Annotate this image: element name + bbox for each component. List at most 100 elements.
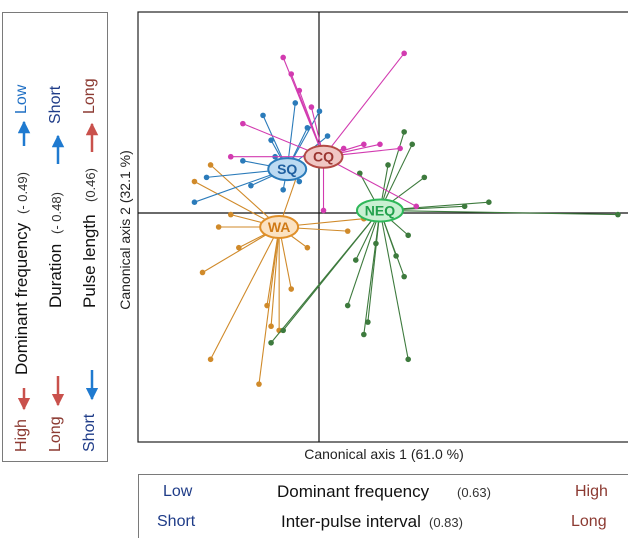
bottom-row1-name: Dominant frequency bbox=[277, 482, 430, 501]
wa-point-1 bbox=[191, 178, 198, 185]
neq-point-14 bbox=[361, 331, 367, 338]
left-row3-high-label: Long bbox=[81, 78, 98, 114]
wa-point-4 bbox=[236, 244, 242, 251]
cq-spoke-11 bbox=[323, 156, 417, 207]
left-row2-low-label: Long bbox=[47, 416, 64, 452]
left-row1-low-label: High bbox=[13, 419, 30, 452]
left-row2-high-arrow bbox=[51, 134, 65, 164]
neq-point-16 bbox=[280, 327, 286, 334]
cq-point-7 bbox=[240, 120, 246, 127]
cq-point-3 bbox=[296, 87, 303, 94]
series-neq bbox=[268, 129, 621, 363]
neq-point-18 bbox=[357, 170, 363, 177]
left-row3-high-arrow bbox=[85, 122, 99, 152]
bottom-row2-left-label: Short bbox=[157, 513, 196, 530]
left-legend: High Dominant frequency (- 0.49) Low Lon… bbox=[2, 12, 108, 462]
wa-point-5 bbox=[199, 269, 206, 276]
sq-point-2 bbox=[304, 124, 311, 131]
neq-point-11 bbox=[352, 257, 359, 263]
neq-point-3 bbox=[615, 211, 621, 218]
neq-centroid-label: NEQ bbox=[365, 202, 395, 218]
sq-centroid-label: SQ bbox=[277, 161, 297, 177]
sq-point-5 bbox=[240, 158, 246, 164]
wa-point-3 bbox=[215, 224, 222, 230]
cq-point-5 bbox=[397, 145, 403, 152]
x-axis-label: Canonical axis 1 (61.0 %) bbox=[304, 446, 464, 462]
centroid-layer: WA NEQ SQ CQ bbox=[259, 144, 404, 239]
wa-point-13 bbox=[344, 228, 351, 234]
wa-point-10 bbox=[264, 302, 270, 309]
series-wa bbox=[191, 162, 367, 387]
neq-spoke-0 bbox=[379, 131, 405, 211]
left-row2-low-arrow bbox=[51, 376, 65, 407]
sq-point-11 bbox=[324, 133, 331, 139]
cq-point-2 bbox=[401, 50, 407, 57]
neq-point-7 bbox=[405, 232, 411, 239]
wa-point-12 bbox=[304, 244, 311, 251]
cq-point-8 bbox=[227, 153, 234, 160]
wa-point-2 bbox=[227, 211, 234, 218]
cq-point-1 bbox=[288, 71, 295, 77]
sq-point-4 bbox=[268, 137, 274, 143]
wa-spoke-10 bbox=[266, 226, 280, 306]
bottom-row1-coef: (0.63) bbox=[457, 485, 491, 500]
left-row1-high-arrow bbox=[17, 120, 31, 146]
neq-point-2 bbox=[461, 203, 468, 210]
sq-point-3 bbox=[316, 108, 323, 115]
bottom-row2-coef: (0.83) bbox=[429, 515, 463, 530]
wa-spoke-6 bbox=[210, 226, 280, 360]
sq-point-1 bbox=[260, 112, 266, 119]
plot-frame bbox=[137, 11, 628, 443]
neq-point-6 bbox=[385, 162, 391, 168]
neq-point-0 bbox=[401, 129, 407, 135]
left-row1-name: Dominant frequency bbox=[12, 222, 31, 375]
cq-point-12 bbox=[340, 145, 347, 152]
sq-centroid bbox=[267, 157, 308, 182]
wa-point-6 bbox=[207, 356, 214, 363]
neq-spoke-12 bbox=[347, 210, 381, 306]
wa-centroid-label: WA bbox=[268, 219, 291, 235]
y-axis-label: Canonical axis 2 (32.1 %) bbox=[117, 150, 133, 310]
neq-point-9 bbox=[401, 273, 407, 280]
left-row1-high-label: Low bbox=[13, 84, 30, 114]
bottom-row1-left-label: Low bbox=[163, 483, 193, 500]
wa-point-8 bbox=[268, 323, 274, 330]
left-row3-name: Pulse length bbox=[80, 214, 99, 308]
neq-point-12 bbox=[344, 302, 351, 309]
sq-point-12 bbox=[248, 182, 254, 189]
cq-point-11 bbox=[413, 203, 420, 210]
cq-point-10 bbox=[320, 207, 327, 214]
neq-point-17 bbox=[405, 356, 411, 363]
left-row2-high-label: Short bbox=[47, 85, 64, 124]
bottom-legend: Low Dominant frequency (0.63) High Short… bbox=[138, 474, 628, 538]
bottom-row2-right-label: Long bbox=[571, 513, 607, 530]
neq-point-4 bbox=[486, 199, 492, 205]
neq-spoke-17 bbox=[379, 210, 409, 360]
left-row1-coef: (- 0.49) bbox=[15, 172, 30, 214]
left-row2-name: Duration bbox=[46, 243, 65, 308]
cq-point-0 bbox=[280, 54, 286, 61]
left-row2-coef: (- 0.48) bbox=[49, 192, 64, 234]
neq-spoke-3 bbox=[379, 209, 618, 216]
bottom-row1-right-label: High bbox=[575, 483, 608, 500]
neq-point-13 bbox=[365, 319, 371, 325]
neq-point-5 bbox=[421, 174, 428, 181]
left-row3-low-arrow bbox=[85, 370, 99, 401]
wa-point-11 bbox=[288, 286, 295, 292]
wa-point-0 bbox=[207, 162, 214, 168]
sq-point-0 bbox=[292, 100, 299, 106]
neq-centroid bbox=[355, 198, 404, 223]
cq-point-4 bbox=[308, 104, 315, 110]
series-layer bbox=[191, 50, 621, 387]
sq-point-8 bbox=[280, 186, 286, 193]
sq-point-9 bbox=[296, 178, 303, 185]
sq-point-7 bbox=[191, 199, 198, 205]
cq-centroid bbox=[303, 144, 344, 169]
cq-spoke-2 bbox=[323, 53, 405, 158]
cq-point-9 bbox=[377, 141, 383, 148]
sq-point-6 bbox=[203, 174, 210, 181]
neq-point-1 bbox=[409, 141, 416, 148]
left-row3-low-label: Short bbox=[81, 413, 98, 452]
wa-spoke-8 bbox=[270, 226, 280, 327]
left-row3-coef: (0.46) bbox=[83, 168, 98, 202]
